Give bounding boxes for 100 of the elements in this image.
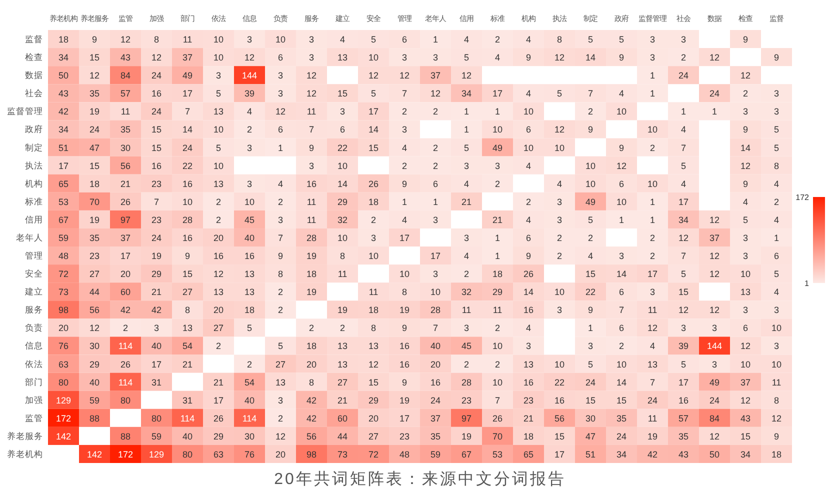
data-label: 2 [618, 341, 624, 352]
data-label: 7 [618, 305, 624, 316]
data-label: 3 [556, 214, 562, 225]
data-label: 1 [278, 142, 284, 153]
data-label: 12 [554, 52, 565, 63]
data-label: 11 [648, 413, 658, 424]
data-label: 21 [120, 178, 131, 189]
data-label: 28 [306, 232, 317, 243]
data-label: 40 [430, 341, 441, 352]
data-label: 6 [340, 124, 346, 135]
data-label: 17 [647, 269, 658, 280]
data-label: 17 [554, 449, 565, 460]
data-label: 54 [182, 341, 193, 352]
data-label: 24 [647, 395, 658, 406]
data-label: 11 [120, 106, 130, 117]
data-label: 1 [464, 124, 470, 135]
data-label: 4 [526, 214, 532, 225]
data-label: 12 [213, 269, 224, 280]
data-label: 53 [492, 449, 503, 460]
data-label: 65 [523, 449, 534, 460]
data-label: 9 [402, 178, 408, 189]
data-label: 17 [492, 88, 503, 99]
data-label: 7 [154, 196, 160, 207]
data-label: 3 [774, 106, 780, 117]
data-label: 6 [526, 124, 532, 135]
data-label: 35 [89, 88, 100, 99]
y-tick-label: 政府 [25, 124, 43, 134]
data-label: 13 [213, 178, 224, 189]
data-label: 10 [337, 160, 348, 171]
y-tick-label: 标准 [24, 196, 43, 206]
data-label: 17 [430, 251, 441, 262]
data-label: 12 [709, 251, 720, 262]
data-label: 98 [58, 305, 69, 316]
data-label: 12 [740, 160, 751, 171]
data-label: 43 [58, 88, 69, 99]
data-label: 4 [680, 178, 686, 189]
data-label: 18 [306, 341, 317, 352]
data-label: 16 [523, 305, 534, 316]
data-label: 34 [616, 449, 627, 460]
data-label: 60 [120, 287, 131, 298]
data-label: 6 [618, 323, 624, 334]
data-label: 17 [151, 359, 162, 370]
data-label: 14 [740, 142, 751, 153]
data-label: 5 [216, 88, 222, 99]
data-label: 12 [647, 323, 658, 334]
y-tick-label: 信息 [25, 340, 43, 351]
data-label: 12 [275, 106, 286, 117]
data-label: 42 [306, 413, 317, 424]
data-label: 16 [244, 251, 255, 262]
data-label: 10 [647, 124, 658, 135]
data-label: 2 [680, 52, 686, 63]
data-label: 3 [526, 341, 532, 352]
data-label: 27 [213, 323, 224, 334]
data-label: 10 [585, 178, 596, 189]
data-label: 27 [337, 377, 348, 388]
data-label: 11 [368, 287, 378, 298]
data-label: 14 [616, 377, 627, 388]
data-label: 11 [306, 214, 316, 225]
data-label: 24 [182, 142, 193, 153]
data-label: 42 [120, 305, 131, 316]
data-label: 51 [58, 142, 69, 153]
data-label: 1 [494, 232, 500, 243]
data-label: 48 [399, 449, 410, 460]
data-label: 172 [56, 413, 72, 424]
data-label: 42 [58, 106, 69, 117]
data-label: 5 [588, 34, 594, 45]
data-label: 3 [216, 70, 222, 81]
data-label: 8 [278, 269, 284, 280]
data-label: 12 [709, 52, 720, 63]
data-label: 35 [678, 431, 689, 442]
data-label: 13 [244, 269, 255, 280]
data-label: 67 [58, 214, 69, 225]
data-label: 3 [278, 395, 284, 406]
data-label: 5 [680, 160, 686, 171]
data-label: 80 [182, 449, 193, 460]
data-label: 3 [650, 34, 656, 45]
data-label: 2 [432, 160, 438, 171]
data-label: 16 [678, 395, 689, 406]
data-label: 18 [368, 305, 379, 316]
data-label: 10 [740, 359, 751, 370]
data-label: 5 [246, 323, 252, 334]
data-label: 4 [464, 251, 470, 262]
data-label: 17 [120, 251, 131, 262]
data-label: 49 [182, 70, 193, 81]
data-label: 56 [306, 431, 317, 442]
data-label: 6 [278, 124, 284, 135]
data-label: 2 [340, 323, 346, 334]
data-label: 3 [494, 160, 500, 171]
data-label: 84 [120, 70, 131, 81]
data-label: 13 [740, 287, 751, 298]
data-label: 31 [182, 395, 193, 406]
data-label: 26 [492, 413, 503, 424]
data-label: 21 [213, 377, 224, 388]
data-label: 4 [464, 34, 470, 45]
data-label: 4 [526, 160, 532, 171]
data-label: 2 [556, 251, 562, 262]
y-tick-label: 负责 [25, 322, 43, 333]
y-tick-label: 执法 [25, 160, 43, 170]
data-label: 3 [278, 70, 284, 81]
data-label: 16 [306, 178, 317, 189]
